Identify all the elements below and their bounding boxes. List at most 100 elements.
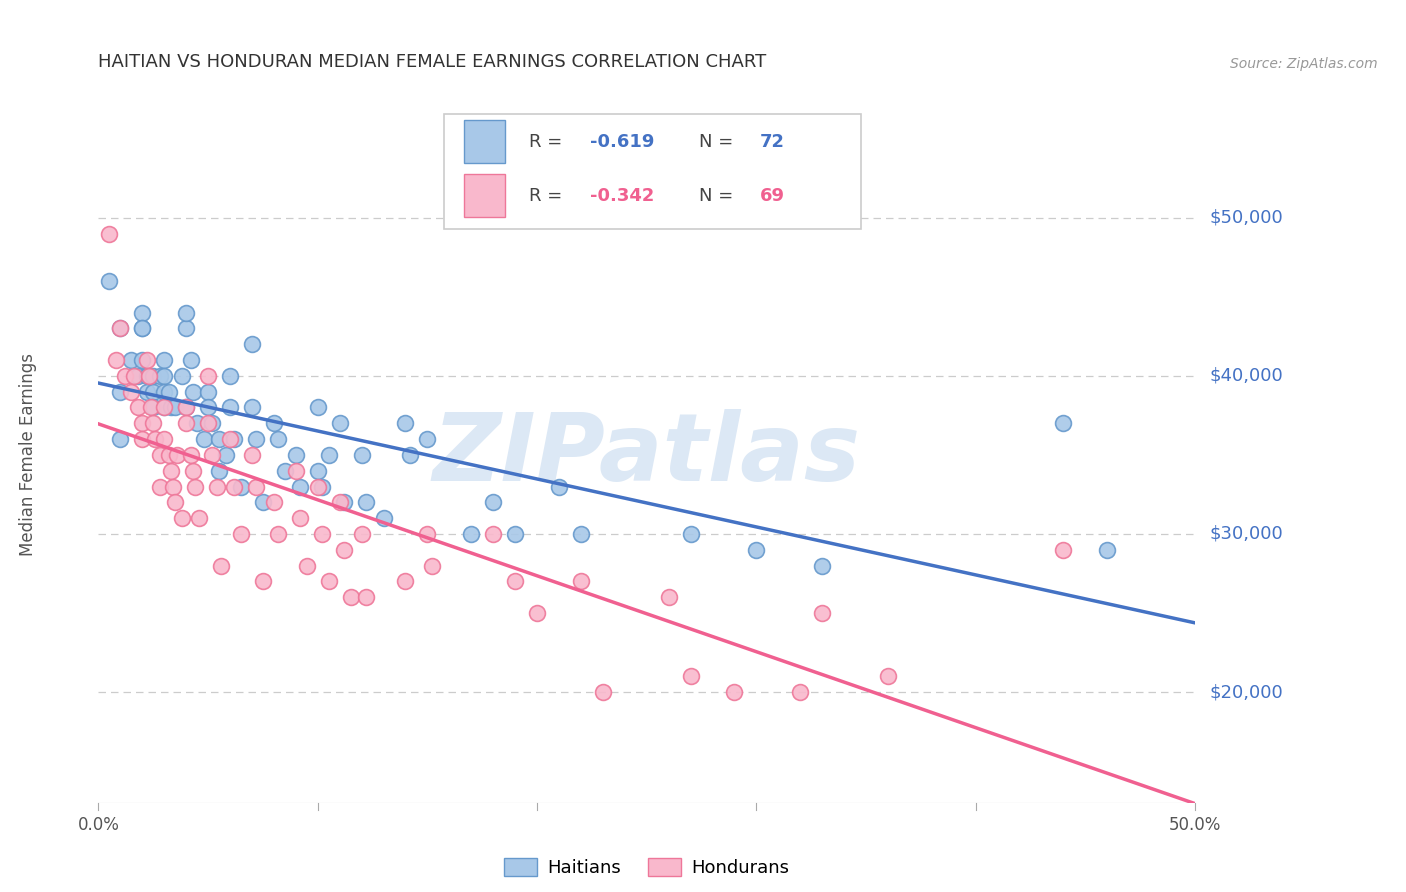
Point <box>263 417 285 431</box>
Point <box>159 401 181 415</box>
Text: HAITIAN VS HONDURAN MEDIAN FEMALE EARNINGS CORRELATION CHART: HAITIAN VS HONDURAN MEDIAN FEMALE EARNIN… <box>98 54 766 71</box>
Point <box>153 401 176 415</box>
Point <box>201 417 224 431</box>
Point <box>180 448 202 462</box>
Point <box>131 432 153 446</box>
Point <box>569 574 592 589</box>
Point <box>98 274 121 288</box>
Point <box>311 479 333 493</box>
Point <box>135 368 157 383</box>
Point <box>131 305 153 319</box>
Text: $40,000: $40,000 <box>1209 367 1282 384</box>
Point <box>131 417 153 431</box>
Point <box>197 368 219 383</box>
Text: R =: R = <box>530 186 568 205</box>
Point <box>131 321 153 335</box>
Point <box>174 305 197 319</box>
Point <box>188 511 211 525</box>
Point <box>162 479 184 493</box>
Point <box>110 432 132 446</box>
Point <box>149 368 172 383</box>
FancyBboxPatch shape <box>444 114 860 229</box>
Point <box>157 448 180 462</box>
Point <box>394 417 416 431</box>
Point <box>110 321 132 335</box>
Point <box>122 368 145 383</box>
Point <box>224 479 246 493</box>
Point <box>789 685 811 699</box>
Point <box>240 448 263 462</box>
Point <box>274 464 297 478</box>
Point <box>284 448 307 462</box>
Point <box>333 495 356 509</box>
Point <box>333 542 356 557</box>
Point <box>139 401 162 415</box>
Point <box>209 558 232 573</box>
Point <box>416 432 439 446</box>
FancyBboxPatch shape <box>464 120 505 163</box>
Point <box>127 401 149 415</box>
Point <box>135 353 157 368</box>
Text: 72: 72 <box>759 133 785 151</box>
Point <box>197 417 219 431</box>
Point <box>208 464 231 478</box>
Point <box>482 495 505 509</box>
Point <box>131 321 153 335</box>
Point <box>307 401 329 415</box>
Point <box>329 417 352 431</box>
Point <box>186 417 208 431</box>
Point <box>201 448 224 462</box>
Point <box>149 479 172 493</box>
Point <box>245 479 267 493</box>
Point <box>208 432 231 446</box>
Text: 0.0%: 0.0% <box>77 816 120 834</box>
Point <box>373 511 395 525</box>
Point <box>679 669 702 683</box>
Point <box>354 495 377 509</box>
Text: $30,000: $30,000 <box>1209 525 1282 543</box>
Point <box>592 685 614 699</box>
Text: Source: ZipAtlas.com: Source: ZipAtlas.com <box>1230 57 1378 71</box>
Point <box>399 448 422 462</box>
Point <box>354 591 377 605</box>
Point <box>1052 417 1074 431</box>
Point <box>153 401 176 415</box>
Point <box>153 353 176 368</box>
Point <box>240 401 263 415</box>
Point <box>219 368 242 383</box>
Point <box>318 574 340 589</box>
Point <box>159 464 181 478</box>
Point <box>811 558 834 573</box>
Text: 69: 69 <box>759 186 785 205</box>
Point <box>350 527 373 541</box>
Point <box>503 527 526 541</box>
Point <box>180 353 202 368</box>
Point <box>170 368 193 383</box>
Point <box>548 479 571 493</box>
Point <box>229 527 252 541</box>
Point <box>252 495 274 509</box>
Point <box>98 227 121 241</box>
Text: $50,000: $50,000 <box>1209 209 1282 227</box>
Point <box>197 384 219 399</box>
FancyBboxPatch shape <box>464 174 505 218</box>
Point <box>165 401 187 415</box>
Text: -0.619: -0.619 <box>589 133 654 151</box>
Point <box>214 448 236 462</box>
Text: Median Female Earnings: Median Female Earnings <box>20 353 37 557</box>
Text: 50.0%: 50.0% <box>1168 816 1222 834</box>
Point <box>267 432 290 446</box>
Point <box>219 432 242 446</box>
Point <box>339 591 361 605</box>
Point <box>145 432 167 446</box>
Point <box>290 479 312 493</box>
Point <box>120 384 142 399</box>
Point <box>174 417 197 431</box>
Point <box>569 527 592 541</box>
Point <box>263 495 285 509</box>
Point <box>307 464 329 478</box>
Point <box>224 432 246 446</box>
Point <box>267 527 290 541</box>
Point <box>219 401 242 415</box>
Legend: Haitians, Hondurans: Haitians, Hondurans <box>496 850 797 884</box>
